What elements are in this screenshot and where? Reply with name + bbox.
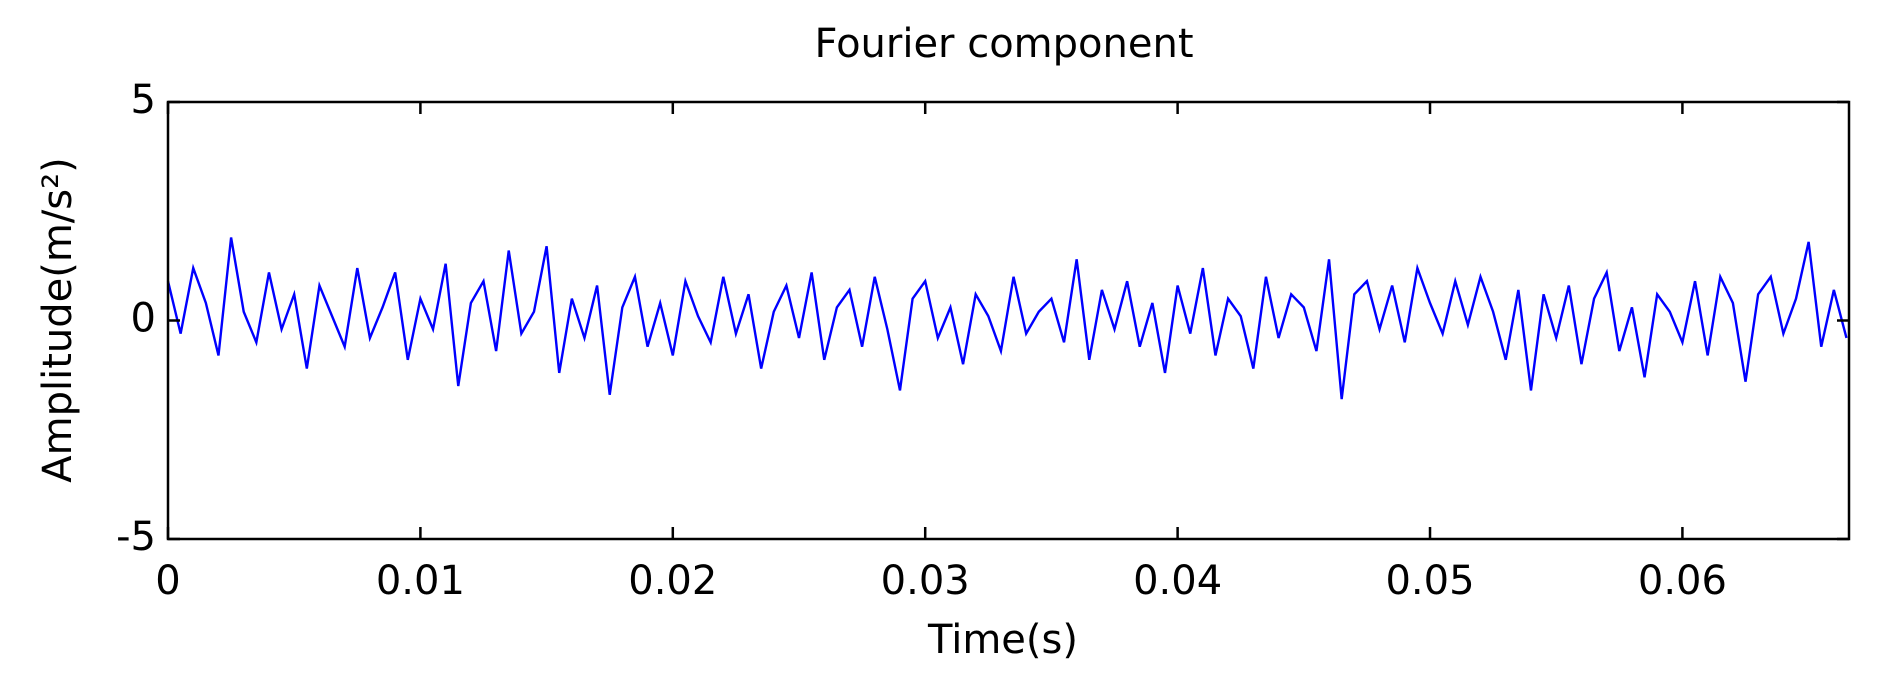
- y-tick-label: 0: [131, 296, 156, 342]
- line-series: [166, 237, 1848, 400]
- x-tick-label: 0.02: [628, 558, 717, 604]
- x-tick-label: 0.05: [1385, 558, 1474, 604]
- x-axis-label: Time(s): [927, 617, 1078, 663]
- y-tick-label: -5: [116, 514, 156, 560]
- x-tick-label: 0.04: [1133, 558, 1222, 604]
- x-tick-label: 0.06: [1638, 558, 1727, 604]
- x-tick-label: 0: [155, 558, 180, 604]
- x-tick-label: 0.03: [881, 558, 970, 604]
- y-axis-label: Amplitude(m/s²): [35, 157, 81, 483]
- x-tick-label: 0.01: [376, 558, 465, 604]
- plot-frame: [166, 100, 1851, 541]
- chart-title: Fourier component: [814, 21, 1193, 67]
- y-tick-label: 5: [131, 77, 156, 123]
